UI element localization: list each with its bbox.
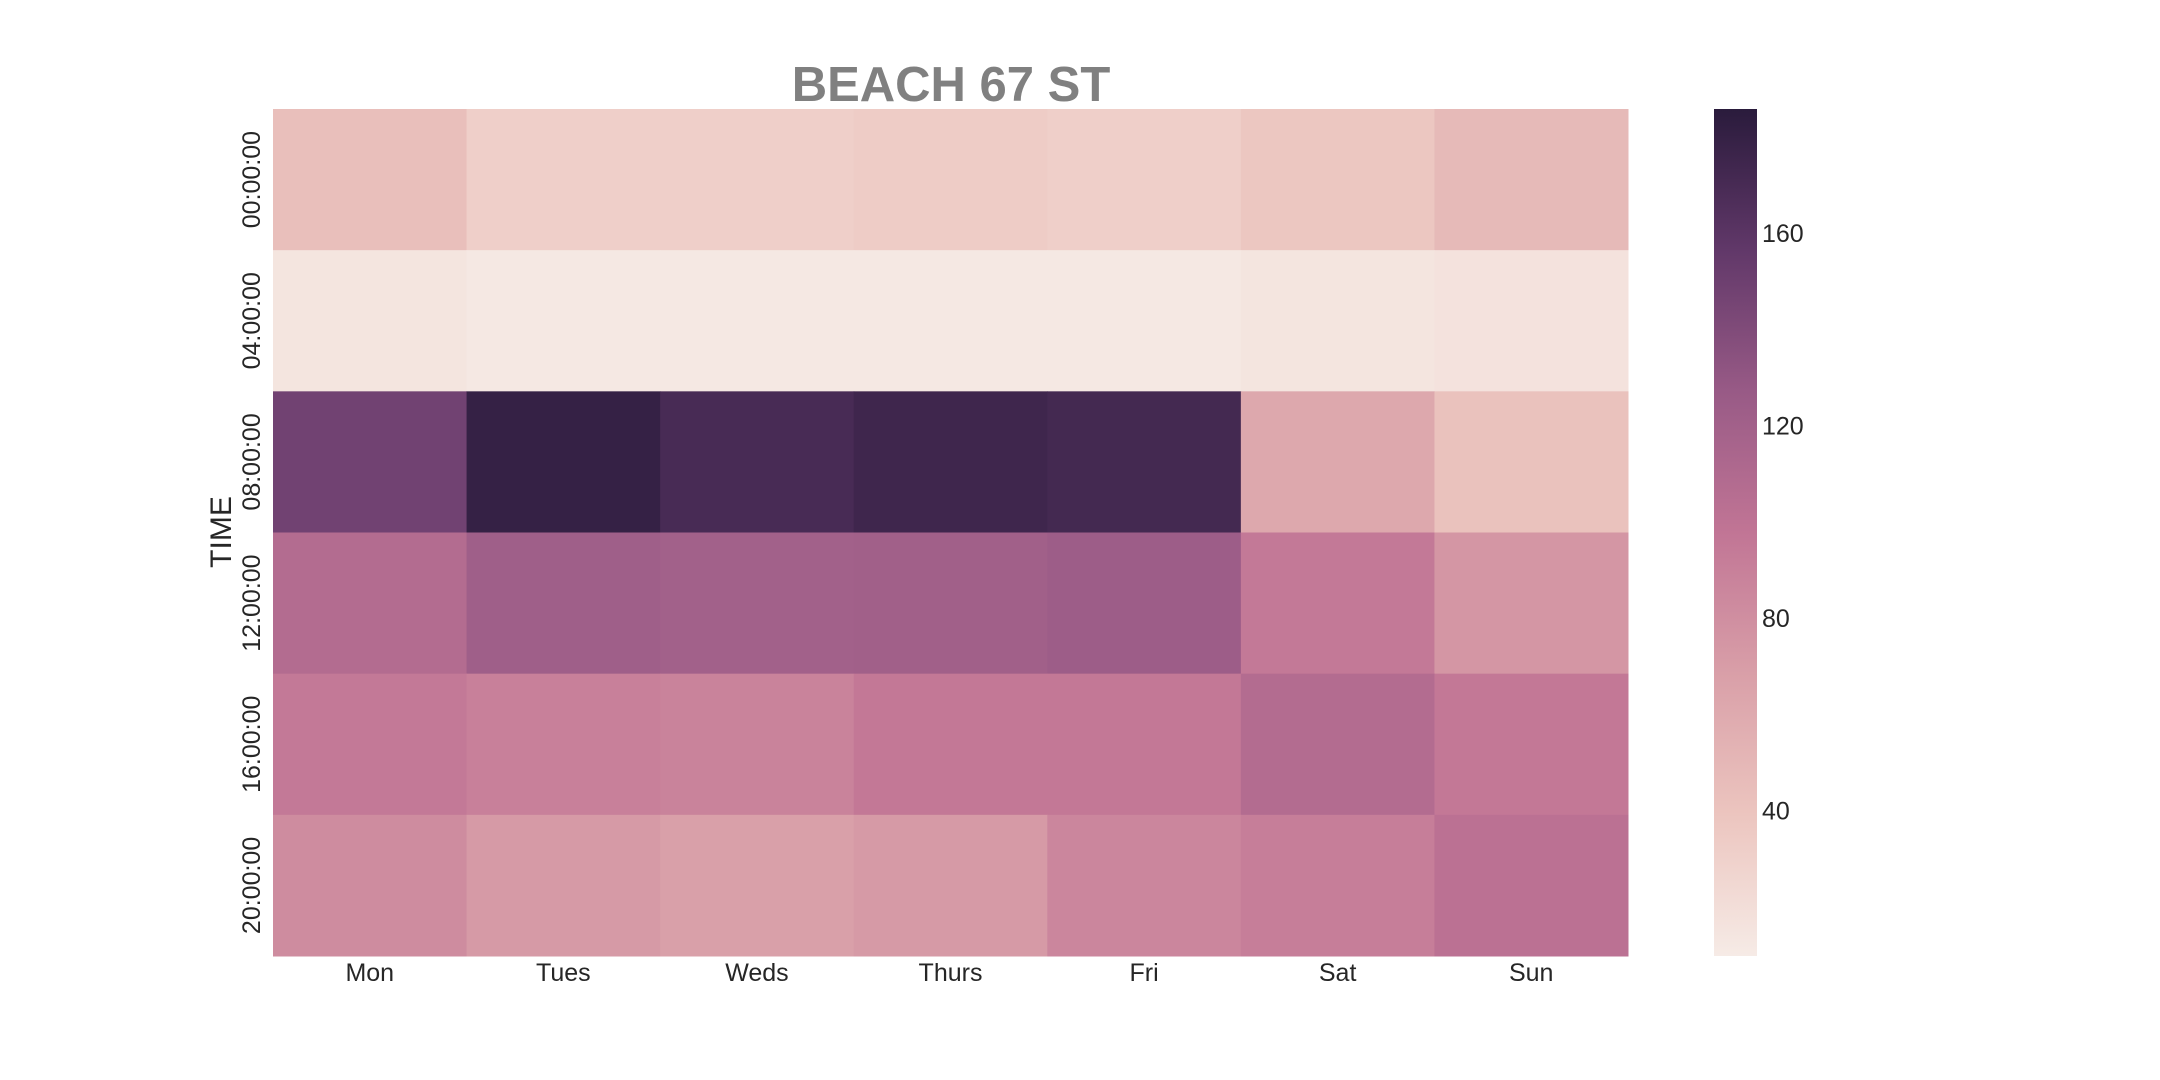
heatmap-cell-160000-sun (1434, 673, 1629, 816)
heatmap-cell-040000-mon (273, 250, 468, 392)
heatmap-cell-000000-mon (273, 109, 468, 251)
y-tick-labels: 00:00:00 04:00:00 08:00:00 12:00:00 16:00:00… (238, 131, 266, 934)
y-tick-label: 20:00:00 (238, 837, 266, 934)
heatmap-cell-080000-tues (466, 391, 661, 533)
heatmap-cell-160000-sat (1240, 673, 1435, 816)
heatmap-cell-080000-fri (1047, 391, 1242, 533)
heatmap-cell-040000-fri (1047, 250, 1242, 392)
heatmap-cell-000000-tues (466, 109, 661, 251)
heatmap-cell-120000-mon (273, 532, 468, 675)
heatmap-cell-120000-weds (660, 532, 855, 675)
colorbar-tick-label: 80 (1762, 605, 1790, 633)
heatmap-cell-080000-sun (1434, 391, 1629, 533)
y-tick-label: 08:00:00 (238, 413, 266, 510)
heatmap-cell-160000-thurs (853, 673, 1048, 816)
chart-title: BEACH 67 ST (792, 58, 1111, 112)
heatmap-cell-160000-weds (660, 673, 855, 816)
heatmap-cell-040000-weds (660, 250, 855, 392)
heatmap-cell-200000-fri (1047, 814, 1242, 957)
heatmap-cell-000000-sat (1240, 109, 1435, 251)
heatmap-cell-080000-weds (660, 391, 855, 533)
heatmap-cell-120000-tues (466, 532, 661, 675)
colorbar-tick-label: 160 (1762, 220, 1804, 248)
heatmap-cell-040000-sat (1240, 250, 1435, 392)
heatmap-cell-200000-mon (273, 814, 468, 957)
heatmap-cell-000000-weds (660, 109, 855, 251)
heatmap-cell-200000-weds (660, 814, 855, 957)
y-tick-label: 16:00:00 (238, 696, 266, 793)
heatmap-cell-200000-thurs (853, 814, 1048, 957)
heatmap-cells (273, 109, 1629, 957)
heatmap-cell-000000-fri (1047, 109, 1242, 251)
x-tick-label: Sat (1319, 959, 1357, 987)
colorbar (1714, 109, 1757, 956)
heatmap-cell-000000-sun (1434, 109, 1629, 251)
x-tick-label: Tues (536, 959, 591, 987)
heatmap-cell-160000-tues (466, 673, 661, 816)
colorbar-tick-label: 120 (1762, 413, 1804, 441)
x-tick-labels: Mon Tues Weds Thurs Fri Sat Sun (345, 959, 1553, 987)
heatmap-cell-120000-sat (1240, 532, 1435, 675)
y-axis-label: TIME (205, 496, 238, 568)
heatmap-cell-160000-mon (273, 673, 468, 816)
heatmap-cell-200000-tues (466, 814, 661, 957)
heatmap-cell-080000-thurs (853, 391, 1048, 533)
y-tick-label: 12:00:00 (238, 554, 266, 651)
heatmap-cell-120000-thurs (853, 532, 1048, 675)
heatmap-cell-000000-thurs (853, 109, 1048, 251)
heatmap-cell-120000-fri (1047, 532, 1242, 675)
x-tick-label: Weds (725, 959, 788, 987)
heatmap-cell-200000-sat (1240, 814, 1435, 957)
colorbar-tick-labels: 40 80 120 160 (1762, 220, 1804, 826)
heatmap-cell-040000-sun (1434, 250, 1629, 392)
y-tick-label: 04:00:00 (238, 272, 266, 369)
x-tick-label: Mon (345, 959, 394, 987)
heatmap-cell-040000-tues (466, 250, 661, 392)
x-tick-label: Sun (1509, 959, 1553, 987)
heatmap-cell-080000-mon (273, 391, 468, 533)
heatmap-cell-040000-thurs (853, 250, 1048, 392)
y-tick-label: 00:00:00 (238, 131, 266, 228)
colorbar-tick-label: 40 (1762, 798, 1790, 826)
heatmap-cell-160000-fri (1047, 673, 1242, 816)
x-tick-label: Fri (1129, 959, 1158, 987)
heatmap-cell-200000-sun (1434, 814, 1629, 957)
heatmap-cell-080000-sat (1240, 391, 1435, 533)
heatmap-cell-120000-sun (1434, 532, 1629, 675)
x-tick-label: Thurs (919, 959, 983, 987)
